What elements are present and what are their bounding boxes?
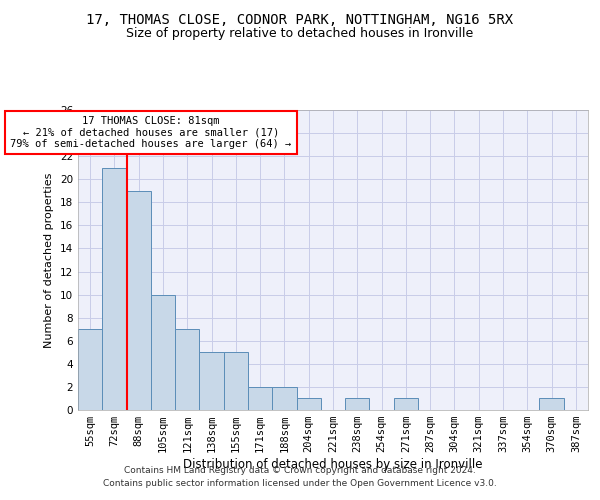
Bar [296,398,321,410]
Bar [345,398,370,410]
Y-axis label: Number of detached properties: Number of detached properties [44,172,55,348]
Bar [127,191,151,410]
Bar [175,329,199,410]
Bar [78,329,102,410]
Bar [272,387,296,410]
Bar [199,352,224,410]
Bar [102,168,127,410]
Text: 17 THOMAS CLOSE: 81sqm
← 21% of detached houses are smaller (17)
79% of semi-det: 17 THOMAS CLOSE: 81sqm ← 21% of detached… [10,116,292,149]
Bar [539,398,564,410]
Bar [151,294,175,410]
Bar [394,398,418,410]
Bar [248,387,272,410]
Text: Contains HM Land Registry data © Crown copyright and database right 2024.
Contai: Contains HM Land Registry data © Crown c… [103,466,497,487]
Text: Size of property relative to detached houses in Ironville: Size of property relative to detached ho… [127,28,473,40]
X-axis label: Distribution of detached houses by size in Ironville: Distribution of detached houses by size … [183,458,483,471]
Text: 17, THOMAS CLOSE, CODNOR PARK, NOTTINGHAM, NG16 5RX: 17, THOMAS CLOSE, CODNOR PARK, NOTTINGHA… [86,12,514,26]
Bar [224,352,248,410]
